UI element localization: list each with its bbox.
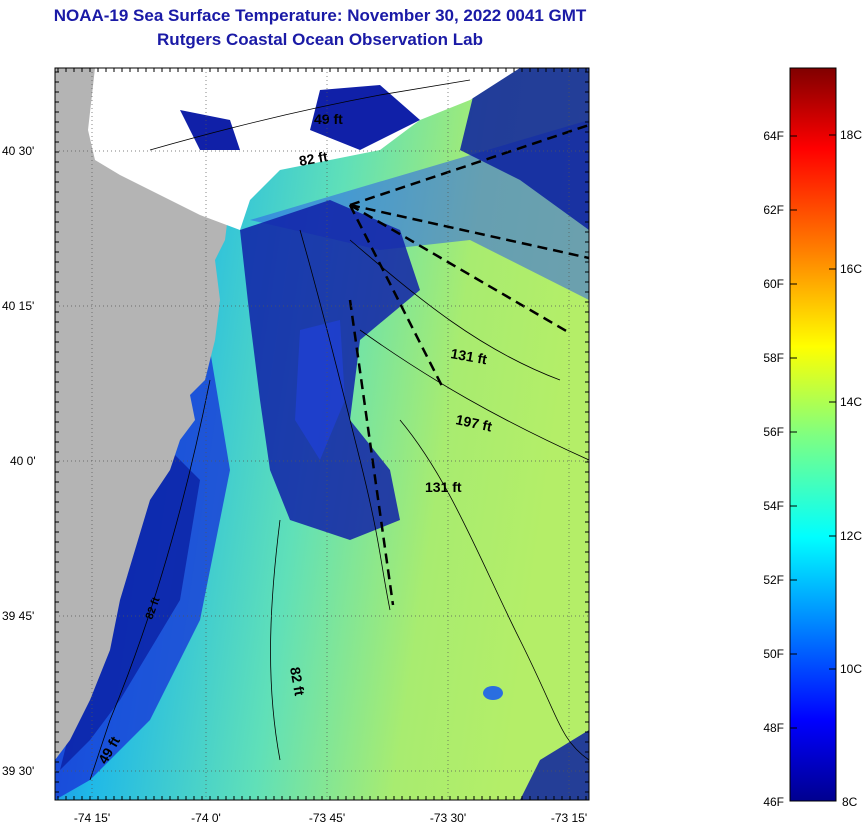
nearshore-cold-water (60, 450, 200, 770)
title-line-1: NOAA-19 Sea Surface Temperature: Novembe… (53, 6, 587, 25)
sst-image (55, 68, 589, 800)
colorbar-f-label-10: 46F (763, 795, 784, 809)
depth-label-1: 49 ft (314, 111, 343, 127)
lat-label-3: 40 0' (10, 454, 36, 468)
lat-label-4: 39 45' (2, 609, 34, 623)
colorbar-gradient (789, 67, 837, 802)
isobath-82ft-south (270, 519, 281, 761)
southeast-cold-patch (520, 730, 589, 800)
colorbar-f-label-5: 56F (763, 425, 784, 439)
depth-label-2: 82 ft (298, 148, 329, 169)
isobath-49ft (89, 379, 211, 781)
cold-plume-core (295, 320, 345, 460)
colorbar-f-label-4: 58F (763, 351, 784, 365)
colorbar: 64F 62F 60F 58F 56F 54F 52F 50F 48F 46F … (763, 67, 862, 809)
transect-line-5 (348, 299, 395, 606)
axis-ticks (55, 68, 589, 800)
colorbar-f-label-2: 62F (763, 203, 784, 217)
colorbar-f-label-8: 50F (763, 647, 784, 661)
transect-line-2 (349, 203, 589, 260)
isobath-131ft-south (399, 419, 589, 761)
colorbar-c-label-1: 18C (840, 128, 862, 142)
transect-line-4 (348, 204, 445, 389)
title-line-2: Rutgers Coastal Ocean Observation Lab (157, 30, 483, 49)
isobath-197ft (359, 329, 589, 461)
depth-label-3: 131 ft (449, 345, 488, 367)
colorbar-c-label-3: 14C (840, 395, 862, 409)
colorbar-c-label-2: 16C (840, 262, 862, 276)
isobath-131ft (349, 239, 561, 381)
isobath-82ft (299, 229, 391, 611)
cloud-mask-area (88, 68, 520, 230)
lat-label-2: 40 15' (2, 299, 34, 313)
lon-label-1: -74 15' (74, 811, 110, 825)
colorbar-c-label-5: 10C (840, 662, 862, 676)
colorbar-f-label-3: 60F (763, 277, 784, 291)
cloud-gap-patch (180, 110, 240, 150)
lon-label-3: -73 45' (309, 811, 345, 825)
cloud-gap-patch-2 (310, 85, 420, 150)
lon-label-5: -73 15' (551, 811, 587, 825)
lat-label-1: 40 30' (2, 144, 34, 158)
colorbar-f-label-1: 64F (763, 129, 784, 143)
colorbar-ticks (790, 134, 836, 729)
transect-lines (348, 123, 589, 606)
colorbar-f-label-9: 48F (763, 721, 784, 735)
northeast-cold-patch (460, 68, 589, 230)
isobath-49ft-north (149, 79, 471, 151)
lon-label-4: -73 30' (430, 811, 466, 825)
transect-line-3 (349, 203, 569, 334)
colorbar-f-label-7: 52F (763, 573, 784, 587)
colorbar-c-label-4: 12C (840, 529, 862, 543)
transect-line-1 (349, 123, 589, 207)
depth-label-4: 197 ft (454, 411, 493, 434)
cool-eddy (483, 686, 503, 700)
colorbar-c-label-6: 8C (842, 795, 858, 809)
depth-label-5: 131 ft (425, 479, 462, 495)
lon-label-2: -74 0' (191, 811, 221, 825)
lat-label-5: 39 30' (2, 764, 34, 778)
land-new-jersey (55, 68, 230, 760)
graticule (55, 68, 589, 800)
depth-label-6: 82 ft (287, 666, 308, 697)
colorbar-f-label-6: 54F (763, 499, 784, 513)
